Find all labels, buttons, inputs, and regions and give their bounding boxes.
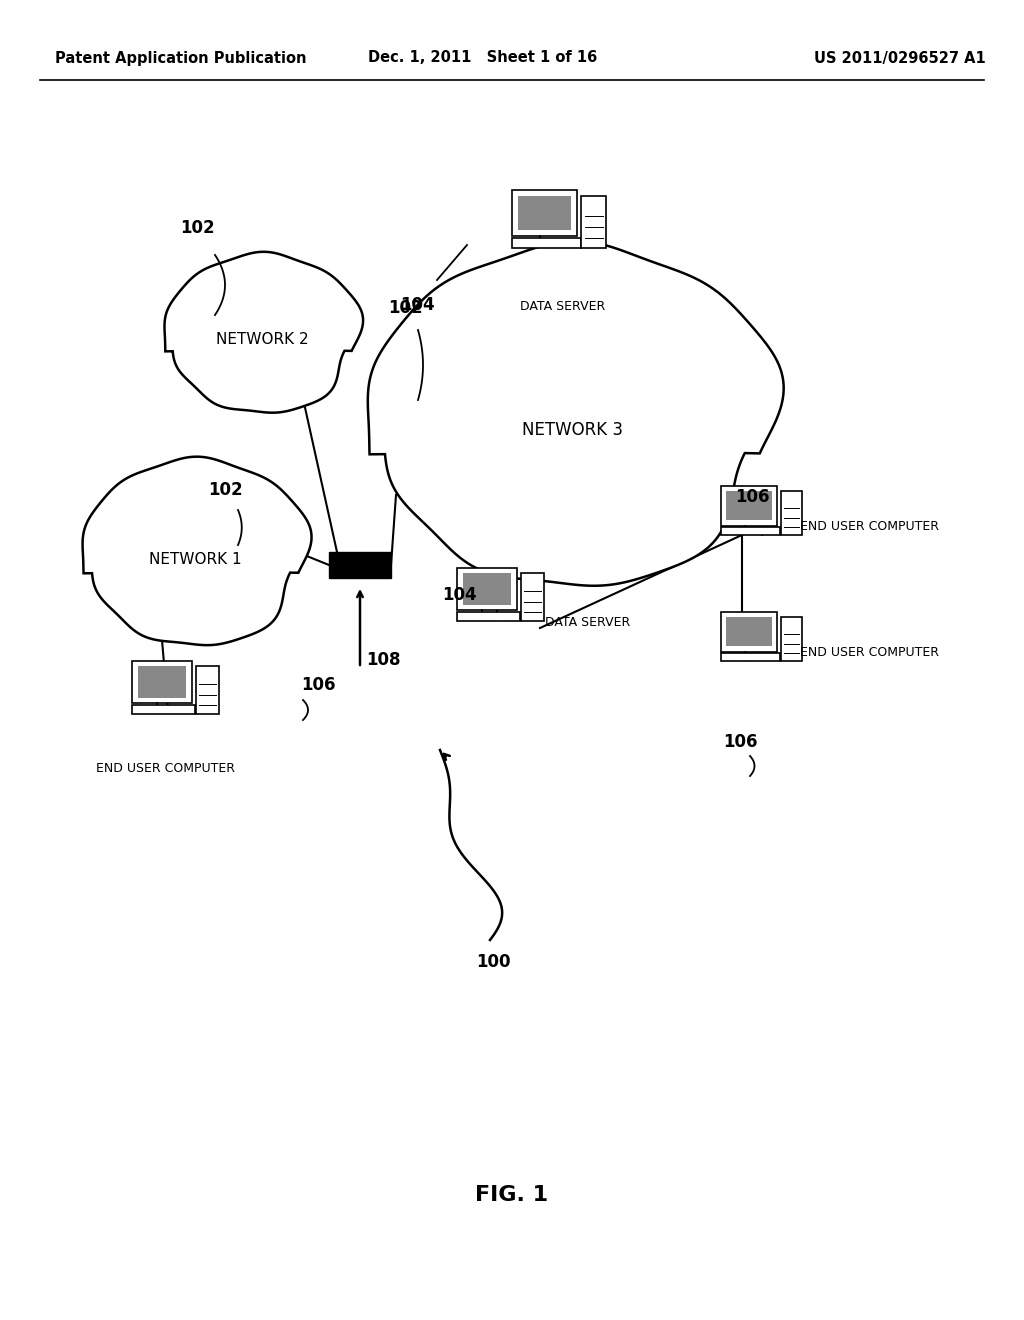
Polygon shape <box>83 457 311 645</box>
Bar <box>132 660 193 704</box>
Text: 106: 106 <box>723 733 758 751</box>
Bar <box>726 616 772 647</box>
Bar <box>457 612 520 620</box>
Polygon shape <box>368 242 783 586</box>
Text: 104: 104 <box>400 296 435 314</box>
Text: 100: 100 <box>476 953 510 972</box>
Bar <box>512 190 578 236</box>
Bar <box>463 573 511 605</box>
Text: DATA SERVER: DATA SERVER <box>520 300 605 313</box>
Text: END USER COMPUTER: END USER COMPUTER <box>800 520 939 533</box>
Bar <box>512 238 581 248</box>
Text: DATA SERVER: DATA SERVER <box>545 615 630 628</box>
Bar <box>196 667 219 714</box>
Text: NETWORK 1: NETWORK 1 <box>148 553 242 568</box>
Bar <box>721 611 777 652</box>
Bar <box>518 197 571 230</box>
Bar <box>582 197 606 248</box>
Text: Dec. 1, 2011   Sheet 1 of 16: Dec. 1, 2011 Sheet 1 of 16 <box>369 50 598 66</box>
Bar <box>329 552 391 578</box>
Bar <box>721 486 777 525</box>
Text: NETWORK 2: NETWORK 2 <box>216 333 308 347</box>
Text: 106: 106 <box>301 676 335 694</box>
Text: 104: 104 <box>442 586 477 605</box>
Text: 102: 102 <box>388 300 422 317</box>
Bar <box>780 616 802 661</box>
Text: END USER COMPUTER: END USER COMPUTER <box>800 647 939 660</box>
Bar <box>721 527 780 536</box>
Bar <box>521 573 544 620</box>
Text: END USER COMPUTER: END USER COMPUTER <box>95 762 234 775</box>
Text: Patent Application Publication: Patent Application Publication <box>55 50 306 66</box>
Text: 108: 108 <box>366 651 400 669</box>
Bar <box>132 705 196 714</box>
Text: NETWORK 3: NETWORK 3 <box>521 421 623 440</box>
Text: US 2011/0296527 A1: US 2011/0296527 A1 <box>814 50 986 66</box>
Text: FIG. 1: FIG. 1 <box>475 1185 549 1205</box>
Bar <box>780 491 802 536</box>
Text: 102: 102 <box>208 480 243 499</box>
Text: 106: 106 <box>735 488 769 506</box>
Bar <box>457 568 517 610</box>
Polygon shape <box>165 252 364 413</box>
Bar <box>726 491 772 520</box>
Bar <box>721 653 780 661</box>
Bar <box>137 667 186 698</box>
Text: 102: 102 <box>180 219 215 238</box>
